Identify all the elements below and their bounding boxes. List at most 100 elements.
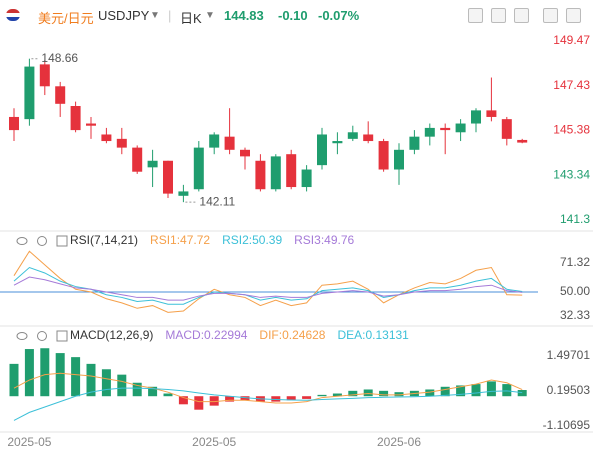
macd-icons[interactable] — [16, 330, 68, 342]
indicator-line — [13, 276, 523, 301]
symbol-dropdown[interactable]: ▼ — [150, 10, 160, 21]
macd-bar — [317, 394, 327, 397]
indicator-line — [13, 250, 523, 313]
y-tick-label: 32.33 — [560, 308, 590, 322]
macd-bar — [348, 390, 358, 397]
max-label: 148.66 — [41, 51, 78, 65]
macd-bar — [456, 385, 466, 397]
macd-bar — [425, 389, 435, 397]
pair-name[interactable]: 美元/日元 — [38, 11, 94, 26]
y-tick-label: 149.47 — [553, 33, 590, 47]
macd-bar — [271, 396, 281, 402]
candle-body — [517, 139, 528, 143]
candle-body — [9, 116, 19, 131]
y-tick-label: 145.38 — [553, 123, 590, 137]
legend-entry: DIF:0.24628 — [259, 328, 325, 342]
macd-bar — [502, 384, 512, 397]
candle-body — [455, 123, 466, 133]
legend-entry: RSI3:49.76 — [294, 233, 354, 247]
candle-body — [286, 154, 297, 188]
flag-icon — [6, 9, 20, 21]
y-tick-label: 1.49701 — [547, 348, 591, 362]
macd-bar — [225, 396, 235, 402]
macd-bar — [440, 386, 450, 397]
indicator-title: RSI(7,14,21) — [70, 233, 138, 247]
tool-button[interactable] — [468, 8, 483, 23]
eye-icon[interactable] — [16, 237, 28, 245]
macd-bar — [286, 396, 296, 401]
period[interactable]: 日K — [180, 11, 202, 26]
candle-body — [486, 110, 497, 117]
eye-icon[interactable] — [16, 332, 28, 340]
legend-entry: RSI2:50.39 — [222, 233, 282, 247]
checkbox-icon[interactable] — [56, 330, 68, 342]
macd-bar — [332, 393, 342, 397]
tool-button[interactable] — [491, 8, 506, 23]
candle-body — [394, 149, 404, 170]
candle-body — [255, 160, 266, 190]
macd-bar — [240, 396, 250, 401]
candle-body — [86, 123, 96, 126]
change: -0.10 — [278, 8, 308, 23]
candle-body — [440, 127, 451, 131]
candle-body — [193, 147, 204, 190]
y-tick-label: 141.3 — [560, 212, 590, 226]
indicator-line — [13, 387, 523, 421]
candle-body — [424, 127, 435, 137]
candle-body — [409, 136, 420, 150]
macd-bar — [486, 381, 496, 397]
y-tick-label: -1.10695 — [543, 418, 591, 432]
candle-body — [301, 169, 312, 188]
symbol[interactable]: USDJPY — [98, 8, 150, 23]
x-tick-label: 2025-05 — [7, 435, 51, 449]
macd-bar — [302, 396, 312, 399]
min-label: 142.11 — [199, 194, 235, 208]
header: 美元/日元 USDJPY ▼ | 日K ▼ 144.83 -0.10 -0.07… — [0, 0, 593, 30]
macd-bar — [86, 363, 96, 397]
y-tick-label: 50.00 — [560, 284, 590, 298]
price: 144.83 — [224, 8, 264, 23]
candle-body — [132, 147, 143, 172]
indicator-line — [13, 266, 523, 305]
tool-button[interactable] — [543, 8, 558, 23]
candle-body — [55, 86, 66, 104]
indicator-title: MACD(12,26,9) — [70, 328, 153, 342]
tool-button[interactable] — [514, 8, 529, 23]
candle-body — [224, 136, 235, 150]
macd-bar — [517, 390, 527, 397]
candle-body — [240, 149, 250, 157]
candle-body — [332, 141, 343, 144]
macd-bar — [9, 363, 19, 397]
macd-bar — [101, 369, 111, 397]
legend-entry: RSI1:47.72 — [150, 233, 210, 247]
candle-body — [471, 110, 481, 124]
candle-body — [178, 191, 189, 196]
macd-bar — [194, 396, 204, 410]
period-dropdown[interactable]: ▼ — [205, 10, 215, 21]
settings-icon[interactable] — [37, 236, 47, 246]
change-percent: -0.07% — [318, 8, 360, 23]
macd-bar — [163, 393, 173, 397]
macd-bar — [40, 348, 50, 397]
candle-body — [116, 138, 127, 148]
candle-body — [363, 134, 374, 142]
candle-body — [101, 134, 112, 142]
candle-body — [270, 156, 281, 190]
macd-bar — [71, 357, 81, 397]
rsi-icons[interactable] — [16, 235, 68, 247]
candle-body — [501, 119, 512, 139]
macd-bar — [132, 382, 142, 397]
candle-body — [39, 64, 50, 87]
tool-button[interactable] — [566, 8, 581, 23]
candle-body — [24, 66, 35, 120]
candle-body — [317, 134, 327, 166]
macd-bar — [379, 390, 389, 397]
candle-body — [163, 160, 173, 194]
candle-body — [378, 141, 389, 170]
checkbox-icon[interactable] — [56, 235, 68, 247]
indicator-line — [13, 372, 523, 404]
candle-body — [347, 132, 358, 139]
settings-icon[interactable] — [37, 331, 47, 341]
